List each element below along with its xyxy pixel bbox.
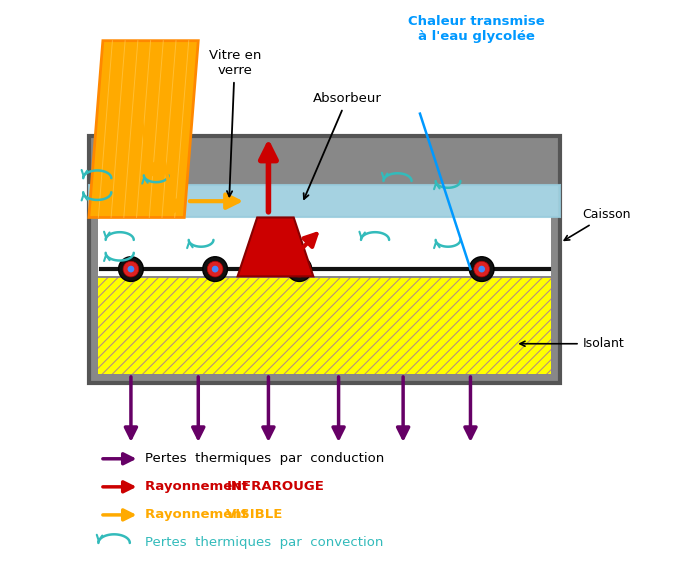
Circle shape [474, 261, 489, 277]
Bar [98, 277, 551, 374]
Text: Rayonnement: Rayonnement [145, 481, 257, 494]
Polygon shape [89, 41, 198, 218]
Text: Absorbeur: Absorbeur [304, 92, 382, 199]
Text: Pertes  thermiques  par  conduction: Pertes thermiques par conduction [145, 452, 384, 465]
Circle shape [478, 266, 485, 272]
Circle shape [208, 261, 223, 277]
Circle shape [123, 261, 139, 277]
Polygon shape [237, 218, 313, 276]
Circle shape [212, 266, 219, 272]
Bar [89, 136, 560, 383]
Circle shape [296, 266, 303, 272]
Text: Chaleur transmise
à l'eau glycolée: Chaleur transmise à l'eau glycolée [407, 15, 545, 43]
Text: Caisson: Caisson [564, 208, 632, 240]
Circle shape [291, 261, 307, 277]
Text: VISIBLE: VISIBLE [226, 508, 284, 521]
Circle shape [119, 257, 143, 281]
Text: Isolant: Isolant [520, 337, 625, 350]
Circle shape [203, 257, 228, 281]
Bar [89, 185, 560, 218]
Text: Rayonnement: Rayonnement [145, 508, 257, 521]
Text: INFRAROUGE: INFRAROUGE [226, 481, 324, 494]
Bar [98, 218, 551, 276]
Circle shape [287, 257, 312, 281]
Text: Vitre en
verre: Vitre en verre [209, 49, 261, 196]
Text: Pertes  thermiques  par  convection: Pertes thermiques par convection [145, 536, 383, 549]
Circle shape [128, 266, 135, 272]
Circle shape [469, 257, 494, 281]
